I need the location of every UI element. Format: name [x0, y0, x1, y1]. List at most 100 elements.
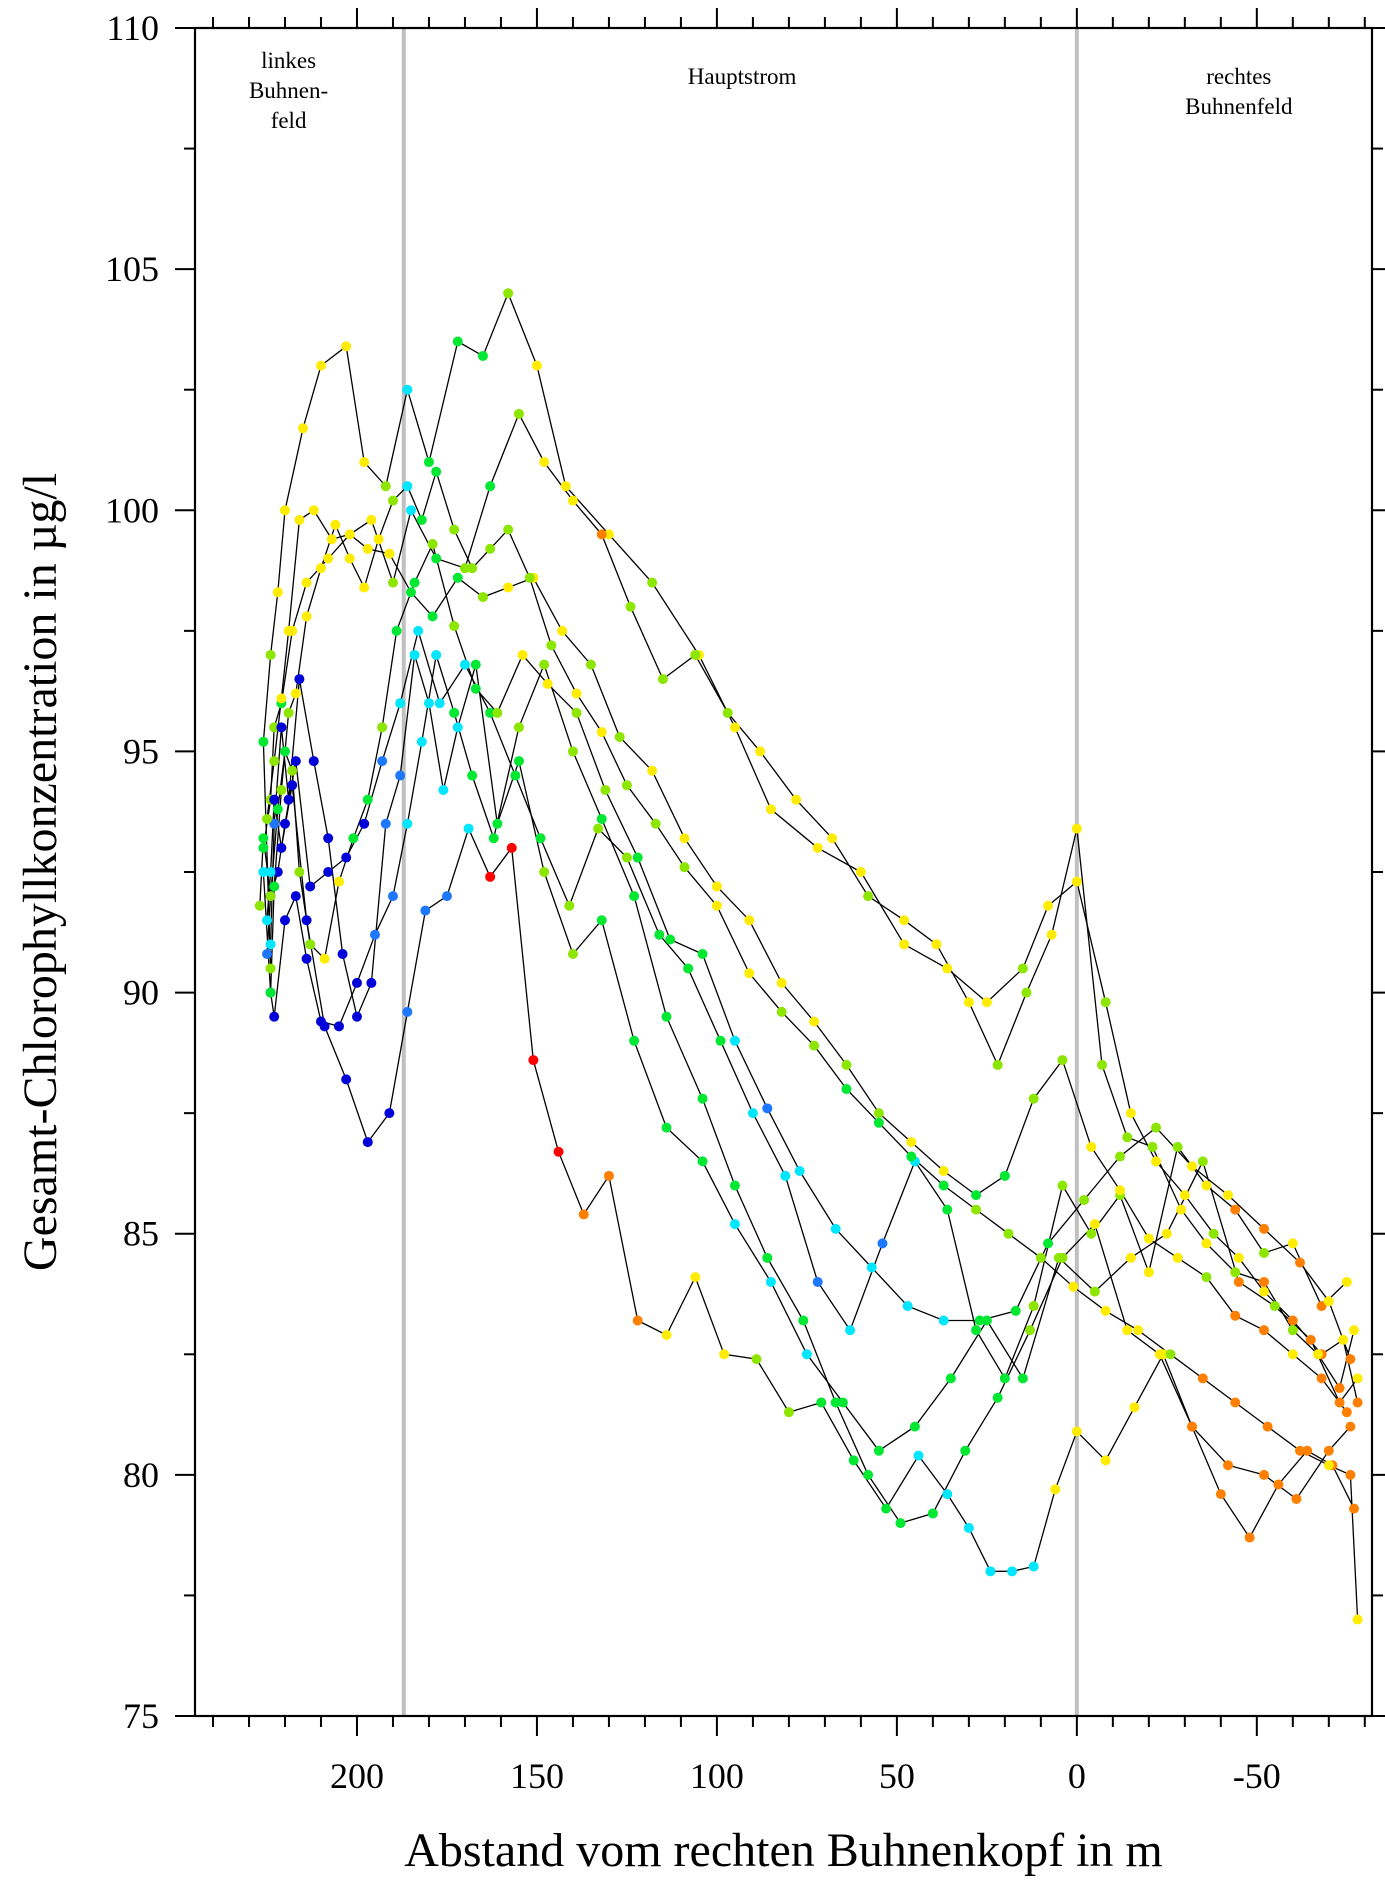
data-point: [265, 987, 276, 998]
data-point: [1323, 1460, 1334, 1471]
data-point: [567, 495, 578, 506]
data-point: [513, 756, 524, 767]
data-point: [960, 1445, 971, 1456]
data-point: [1269, 1301, 1280, 1312]
data-point: [747, 1108, 758, 1119]
data-point: [351, 977, 362, 988]
data-point: [744, 968, 755, 979]
data-point: [985, 1566, 996, 1577]
data-point: [348, 833, 359, 844]
data-point: [1341, 1407, 1352, 1418]
data-point: [510, 770, 521, 781]
data-point: [1086, 1141, 1097, 1152]
data-point: [341, 341, 352, 352]
data-point: [827, 833, 838, 844]
data-point: [503, 524, 514, 535]
data-point: [1349, 1325, 1360, 1336]
data-point: [1122, 1325, 1133, 1336]
y-tick-label: 100: [105, 490, 159, 530]
plot-frame: [193, 26, 1374, 1718]
data-point: [341, 852, 352, 863]
data-point: [1302, 1445, 1313, 1456]
data-point: [362, 1137, 373, 1148]
data-point: [578, 1209, 589, 1220]
data-point: [596, 727, 607, 738]
data-point: [1345, 1469, 1356, 1480]
data-point: [1021, 987, 1032, 998]
x-axis-title: Abstand vom rechten Buhnenkopf in m: [404, 1824, 1163, 1877]
data-point: [449, 707, 460, 718]
data-point: [1259, 1276, 1270, 1287]
axis-ticks: [175, 8, 1385, 1736]
data-point: [679, 862, 690, 873]
region-label: Buhnenfeld: [1185, 94, 1293, 119]
data-point: [794, 1166, 805, 1177]
data-point: [283, 794, 294, 805]
data-point: [452, 336, 463, 347]
data-point: [279, 505, 290, 516]
data-point: [452, 572, 463, 583]
data-point: [845, 1325, 856, 1336]
data-point: [380, 481, 391, 492]
data-point: [1057, 1055, 1068, 1066]
data-point: [873, 1108, 884, 1119]
data-point: [809, 1016, 820, 1027]
data-point: [470, 683, 481, 694]
data-point: [1230, 1397, 1241, 1408]
data-point: [431, 553, 442, 564]
data-point: [402, 481, 413, 492]
data-point: [791, 794, 802, 805]
data-point: [265, 891, 276, 902]
data-point: [650, 818, 661, 829]
data-point: [323, 833, 334, 844]
data-point: [391, 625, 402, 636]
data-point: [999, 1170, 1010, 1181]
data-point: [647, 765, 658, 776]
data-point: [258, 736, 269, 747]
series-line: [266, 628, 1348, 1380]
y-tick-label: 110: [106, 8, 159, 48]
data-point: [265, 867, 276, 877]
data-point: [269, 1011, 280, 1022]
data-point: [434, 698, 445, 709]
data-point: [427, 539, 438, 550]
data-point: [776, 977, 787, 988]
data-point: [1295, 1257, 1306, 1268]
data-point: [722, 707, 733, 718]
data-point: [283, 707, 294, 718]
data-point: [729, 1180, 740, 1191]
data-point: [283, 625, 294, 636]
data-point: [812, 1276, 823, 1287]
data-point: [287, 765, 298, 776]
data-point: [1338, 1334, 1349, 1345]
data-point: [683, 963, 694, 974]
data-point: [254, 900, 265, 911]
data-point: [841, 1084, 852, 1095]
data-point: [863, 1469, 874, 1480]
data-point: [600, 785, 611, 796]
data-point: [596, 915, 607, 926]
data-point: [1201, 1272, 1212, 1283]
data-point: [1262, 1421, 1273, 1432]
data-point: [625, 601, 636, 612]
data-point: [776, 1006, 787, 1017]
data-point: [362, 794, 373, 805]
data-point: [1201, 1238, 1212, 1249]
data-point: [265, 939, 276, 950]
data-point: [513, 722, 524, 733]
data-point: [1259, 1248, 1270, 1259]
data-point: [1244, 1532, 1255, 1543]
data-point: [1172, 1252, 1183, 1263]
region-label: rechtes: [1206, 64, 1271, 89]
data-point: [1028, 1301, 1039, 1312]
data-point: [276, 785, 287, 796]
data-point: [1197, 1156, 1208, 1167]
data-point: [1057, 1180, 1068, 1191]
region-label: Buhnen-: [249, 78, 328, 103]
data-point: [351, 1011, 362, 1022]
data-point: [963, 997, 974, 1008]
data-point: [539, 867, 550, 877]
data-point: [603, 1170, 614, 1181]
data-point: [971, 1204, 982, 1215]
data-point: [906, 1151, 917, 1162]
